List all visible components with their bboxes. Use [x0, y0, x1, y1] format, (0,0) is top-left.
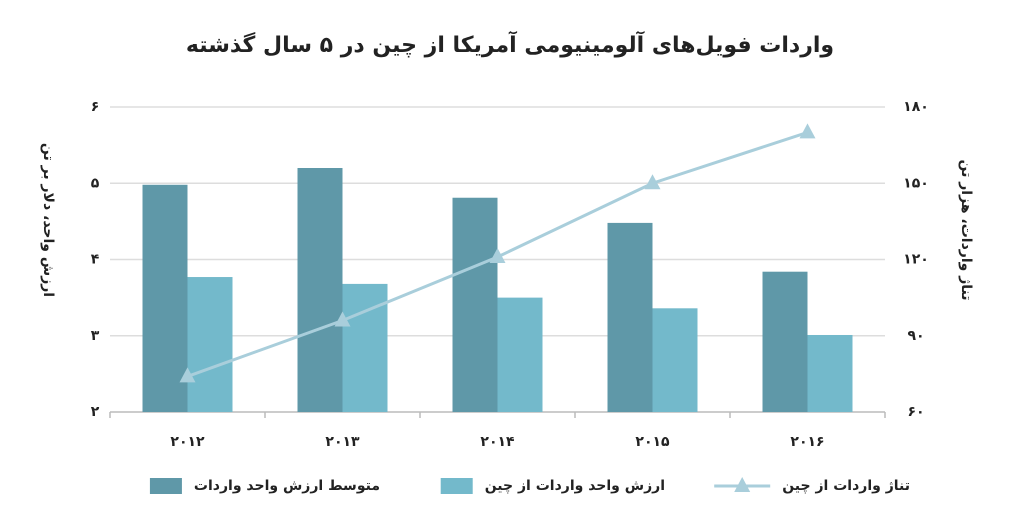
legend-label: متوسط ارزش واحد واردات: [194, 478, 380, 494]
y-tick-label: ۴: [91, 252, 100, 268]
x-tick-label: ۲۰۱۲: [170, 434, 205, 450]
y-tick-label: ۳: [91, 328, 100, 344]
y2-tick-label: ۱۵۰: [903, 175, 929, 191]
line-marker: [334, 311, 351, 327]
bar: [187, 277, 233, 412]
legend-marker: [734, 477, 751, 492]
line-marker: [644, 174, 661, 190]
y-tick-label: ۲: [91, 404, 100, 420]
y-axis-label: ارزش واحد، دلار بر تن: [40, 143, 56, 297]
bar: [652, 308, 698, 412]
bar: [497, 297, 543, 412]
y-tick-label: ۵: [91, 175, 100, 191]
line-marker: [799, 123, 816, 139]
line-marker: [179, 367, 196, 383]
bar: [342, 283, 388, 412]
chart-title: واردات فویل‌های آلومینیومی آمریکا از چین…: [186, 30, 834, 58]
y2-axis-label: تناژ واردات، هزار تن: [958, 160, 974, 301]
x-tick-label: ۲۰۱۵: [635, 434, 670, 450]
legend-label: ارزش واحد واردات از چین: [485, 478, 665, 494]
legend-label: تناژ واردات از چین: [782, 478, 910, 494]
bar: [297, 168, 343, 412]
line-marker: [489, 247, 506, 263]
legend-swatch: [440, 478, 473, 494]
y2-tick-label: ۱۲۰: [903, 252, 929, 268]
x-tick-label: ۲۰۱۳: [325, 434, 360, 450]
y-tick-label: ۶: [91, 99, 100, 115]
x-tick-label: ۲۰۱۴: [480, 434, 515, 450]
bar: [142, 184, 188, 412]
legend-swatch: [149, 478, 182, 494]
bar: [762, 271, 808, 412]
x-tick-label: ۲۰۱۶: [790, 434, 824, 450]
y2-tick-label: ۱۸۰: [903, 99, 929, 115]
y2-tick-label: ۹۰: [907, 328, 924, 344]
bar: [807, 334, 853, 412]
y2-tick-label: ۶۰: [907, 404, 924, 420]
bar: [607, 222, 653, 412]
bar: [452, 197, 498, 412]
